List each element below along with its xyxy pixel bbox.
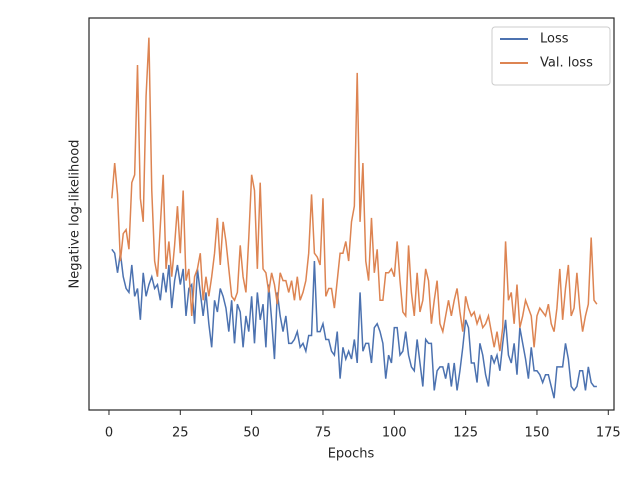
legend-label: Val. loss — [540, 56, 593, 71]
x-tick-label: 175 — [596, 426, 621, 441]
legend-box — [491, 26, 611, 86]
x-tick-label: 125 — [453, 426, 478, 441]
y-axis-label: Negative log-likelihood — [68, 140, 83, 289]
series-line — [111, 248, 597, 399]
x-axis-label: Epochs — [328, 447, 375, 462]
x-tick-label: 25 — [172, 426, 189, 441]
series-line — [111, 37, 598, 352]
legend-label: Loss — [540, 32, 569, 47]
x-tick-label: 50 — [243, 426, 260, 441]
x-tick-label: 150 — [525, 426, 550, 441]
x-tick-label: 75 — [315, 426, 332, 441]
x-tick-label: 0 — [105, 426, 113, 441]
plot-frame — [88, 17, 615, 411]
x-tick-label: 100 — [382, 426, 407, 441]
